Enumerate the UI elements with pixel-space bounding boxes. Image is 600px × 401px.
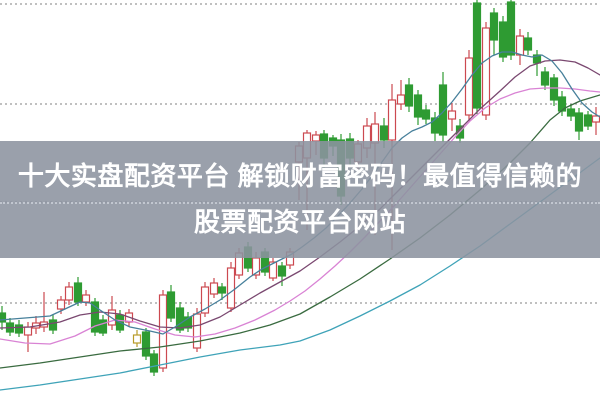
ma-pink <box>0 87 600 345</box>
headline-line-2: 股票配资平台网站 <box>193 207 406 237</box>
ma-darkgreen <box>0 94 600 369</box>
headline-banner <box>0 141 600 258</box>
banner-gridline <box>0 202 600 204</box>
headline-line-1: 十大实盘配资平台 解锁财富密码！最值得信赖的 <box>17 161 583 191</box>
